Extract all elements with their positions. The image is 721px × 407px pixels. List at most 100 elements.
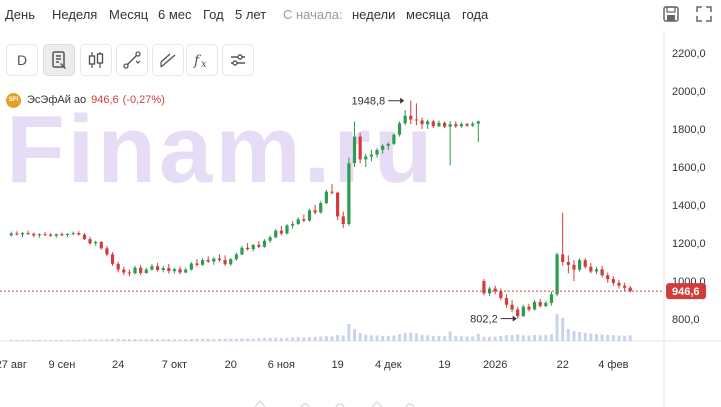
toolbar-candles-button[interactable] <box>80 44 112 76</box>
candle-body <box>566 262 570 265</box>
last-price-value: 946,6 <box>672 286 700 298</box>
x-tick-label: 27 авг <box>0 359 27 371</box>
candle-body <box>347 163 351 224</box>
period-5y[interactable]: 5 лет <box>235 7 267 22</box>
volume-bar <box>296 337 300 341</box>
candle-body <box>257 244 261 247</box>
volume-bar <box>206 339 210 341</box>
y-tick-label: 1400,0 <box>672 200 706 212</box>
toolbar-trend-button[interactable] <box>152 44 184 76</box>
volume-bar <box>341 335 345 341</box>
candle-body <box>155 266 160 270</box>
volume-bar <box>274 337 278 341</box>
candle-body <box>448 124 452 127</box>
volume-bar <box>94 339 98 341</box>
volume-bar <box>459 336 463 341</box>
volume-bar <box>443 336 447 341</box>
period-weeks[interactable]: недели <box>352 7 396 22</box>
volume-bar <box>105 339 109 341</box>
candle-body <box>268 237 272 241</box>
volume-bar <box>111 339 115 341</box>
volume-bar <box>178 339 182 341</box>
candle-body <box>234 254 238 260</box>
period-week[interactable]: Неделя <box>52 7 98 22</box>
volume-bar <box>330 336 334 341</box>
volume-bar <box>139 339 143 341</box>
bottom-controls <box>254 400 415 407</box>
svg-text:f: f <box>193 53 202 69</box>
toolbar-draw-button[interactable] <box>116 44 148 76</box>
volume-bar <box>26 339 30 341</box>
candle-body <box>319 203 323 213</box>
document-edit-icon <box>49 50 69 70</box>
volume-bar <box>583 333 587 341</box>
period-day[interactable]: День <box>5 7 35 22</box>
candle-body <box>88 239 92 244</box>
svg-text:x: x <box>201 59 207 70</box>
candle-body <box>240 247 244 255</box>
toolbar-interval-button[interactable]: D <box>6 44 38 76</box>
sliders-icon <box>228 50 248 70</box>
candle-body <box>245 247 250 250</box>
period-months[interactable]: месяца <box>406 7 451 22</box>
expand-icon[interactable] <box>694 4 714 24</box>
candle-body <box>54 234 58 236</box>
period-6m[interactable]: 6 мес <box>158 7 192 22</box>
candle-body <box>375 149 379 155</box>
candle-body <box>594 269 599 272</box>
candle-body <box>403 115 407 124</box>
y-tick-label: 800,0 <box>672 314 700 326</box>
period-month[interactable]: Месяц <box>109 7 149 22</box>
volume-bar <box>482 337 486 341</box>
interval-d-icon: D <box>16 52 28 68</box>
toolbar-tools-button[interactable] <box>43 44 75 76</box>
volume-bar <box>600 334 604 341</box>
candle-body <box>364 156 368 160</box>
volume-bar <box>386 335 390 341</box>
candle-body <box>43 234 47 236</box>
candle-body <box>555 254 559 295</box>
candles <box>9 100 632 319</box>
candle-body <box>459 124 464 127</box>
candle-body <box>397 123 402 135</box>
volume-bar <box>66 340 70 341</box>
volume-bar <box>234 338 238 341</box>
volume-bar <box>144 339 148 341</box>
candle-body <box>324 191 328 204</box>
candle-body <box>504 298 509 305</box>
volume-bar <box>60 339 64 341</box>
volume-bar <box>279 338 283 341</box>
candle-body <box>414 119 419 121</box>
candle-body <box>437 122 441 127</box>
candle-body <box>369 154 373 157</box>
volume-bar <box>589 333 593 341</box>
candle-body <box>420 120 424 125</box>
volume-bar <box>82 339 86 341</box>
candle-body <box>611 279 615 283</box>
save-icon[interactable] <box>661 4 681 24</box>
candle-body <box>279 230 283 234</box>
candle-body <box>127 272 132 274</box>
trend-channel-icon <box>158 50 178 70</box>
candle-body <box>20 233 25 235</box>
candle-body <box>482 281 486 294</box>
draw-line-icon <box>122 50 142 70</box>
period-years[interactable]: года <box>462 7 489 22</box>
candle-body <box>296 219 300 224</box>
candle-body <box>139 267 143 274</box>
volume-bar <box>499 336 503 341</box>
candle-body <box>223 260 227 265</box>
volume-bar <box>21 340 25 341</box>
candle-body <box>454 124 458 127</box>
candle-body <box>499 291 503 299</box>
candle-body <box>122 269 126 273</box>
volume-bar <box>257 338 261 341</box>
candle-body <box>116 263 120 270</box>
period-since: С начала: <box>283 7 343 22</box>
volume-bar <box>594 334 598 341</box>
period-year[interactable]: Год <box>203 7 224 22</box>
toolbar-settings-button[interactable] <box>222 44 254 76</box>
candle-body <box>623 285 627 288</box>
